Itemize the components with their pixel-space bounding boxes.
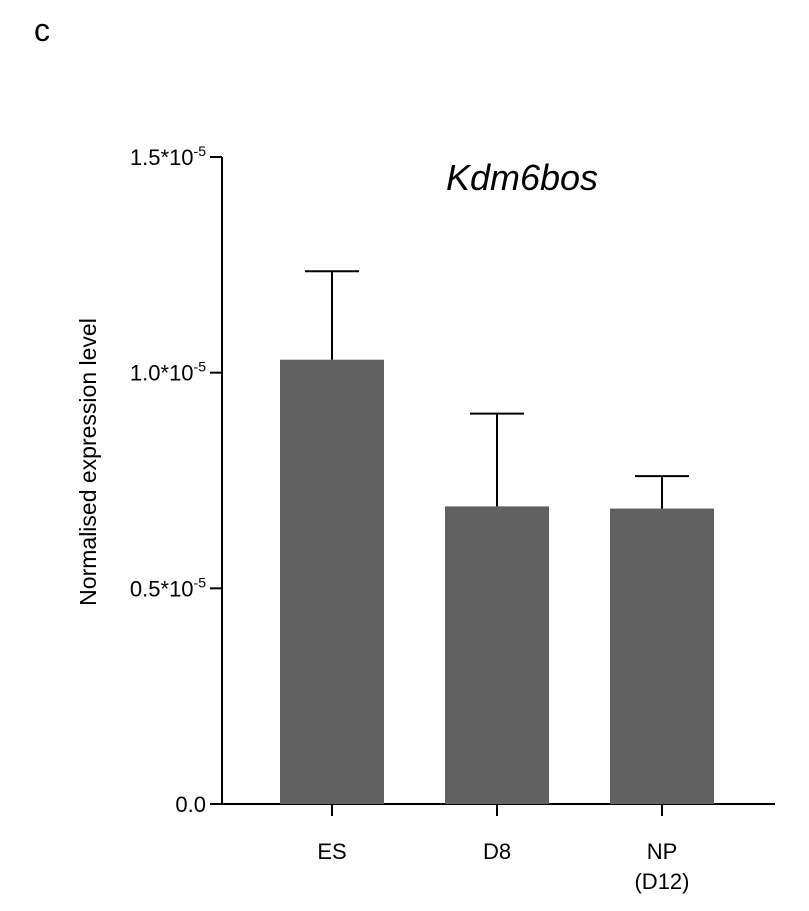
- x-tick-label: NP: [647, 839, 678, 864]
- y-tick-label: 0.5*10-5: [130, 574, 206, 601]
- panel-letter: c: [34, 12, 50, 48]
- x-tick-label: D8: [483, 839, 511, 864]
- y-axis-label: Normalised expression level: [75, 318, 101, 606]
- bar: [280, 359, 384, 804]
- bars: [280, 359, 714, 804]
- error-bars: [305, 270, 689, 509]
- bar: [445, 506, 549, 804]
- y-tick-label: 0.0: [175, 792, 206, 817]
- x-tick-label: (D12): [634, 869, 689, 894]
- y-tick-label: 1.0*10-5: [130, 359, 206, 386]
- bar: [610, 508, 714, 804]
- y-tick-label: 1.5*10-5: [130, 143, 206, 170]
- chart-title: Kdm6bos: [446, 157, 598, 198]
- x-tick-label: ES: [317, 839, 346, 864]
- labels: 0.0 0.5*10-5 1.0*10-5 1.5*10-5 ES D8 NP (D12) Kd…: [75, 143, 690, 894]
